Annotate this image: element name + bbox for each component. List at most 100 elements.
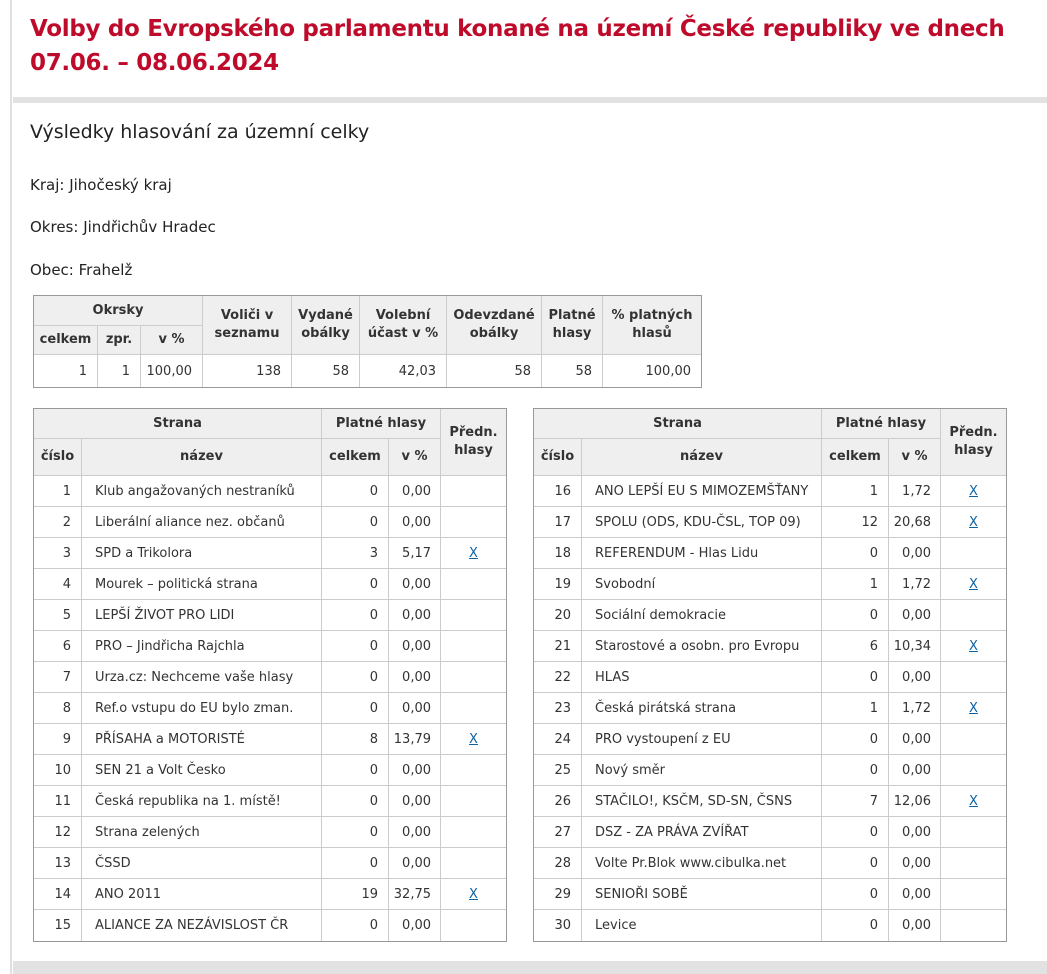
party-name: Ref.o vstupu do EU bylo zman.	[82, 693, 322, 724]
okrsky-celkem-value: 1	[34, 355, 98, 387]
pref-votes-cell: X	[941, 631, 1006, 662]
col-header-platne-hlasy: Platné hlasy	[322, 409, 441, 439]
party-name: Strana zelených	[82, 817, 322, 848]
party-votes-total: 0	[322, 848, 389, 879]
party-name: Česká republika na 1. místě!	[82, 786, 322, 817]
kraj-value: Jihočeský kraj	[69, 176, 172, 194]
pref-votes-cell: X	[941, 569, 1006, 600]
preferential-votes-link[interactable]: X	[969, 576, 978, 592]
party-votes-total: 0	[822, 879, 889, 910]
party-votes-pct: 5,17	[389, 538, 441, 569]
party-row: 19 Svobodní 1 1,72 X	[534, 569, 1006, 600]
preferential-votes-link[interactable]: X	[969, 793, 978, 809]
party-name: Mourek – politická strana	[82, 569, 322, 600]
party-number: 11	[34, 786, 82, 817]
party-name: SPD a Trikolora	[82, 538, 322, 569]
party-number: 17	[534, 507, 582, 538]
okrsky-vpct-value: 100,00	[141, 355, 203, 387]
col-header-strana: Strana	[534, 409, 822, 439]
pref-votes-cell: X	[441, 538, 506, 569]
party-votes-pct: 12,06	[889, 786, 941, 817]
party-name: ANO LEPŠÍ EU S MIMOZEMŠŤANY	[582, 476, 822, 507]
obec-label: Obec:	[30, 261, 74, 279]
preferential-votes-link[interactable]: X	[469, 545, 478, 561]
party-votes-total: 0	[322, 662, 389, 693]
party-votes-pct: 13,79	[389, 724, 441, 755]
party-row: 8 Ref.o vstupu do EU bylo zman. 0 0,00	[34, 693, 506, 724]
party-name: DSZ - ZA PRÁVA ZVÍŘAT	[582, 817, 822, 848]
pref-votes-cell	[941, 817, 1006, 848]
party-row: 9 PŘÍSAHA a MOTORISTÉ 8 13,79 X	[34, 724, 506, 755]
party-name: Česká pirátská strana	[582, 693, 822, 724]
party-votes-total: 0	[322, 817, 389, 848]
col-header-nazev: název	[582, 439, 822, 476]
party-name: Starostové a osobn. pro Evropu	[582, 631, 822, 662]
party-row: 15 ALIANCE ZA NEZÁVISLOST ČR 0 0,00	[34, 910, 506, 941]
party-row: 26 STAČILO!, KSČM, SD-SN, ČSNS 7 12,06 X	[534, 786, 1006, 817]
vydane-obalky-value: 58	[292, 355, 360, 387]
party-row: 17 SPOLU (ODS, KDU-ČSL, TOP 09) 12 20,68 X	[534, 507, 1006, 538]
party-number: 26	[534, 786, 582, 817]
pref-votes-cell	[441, 600, 506, 631]
section-title: Výsledky hlasování za územní celky	[30, 121, 370, 143]
party-number: 21	[534, 631, 582, 662]
pref-votes-cell: X	[441, 724, 506, 755]
party-row: 5 LEPŠÍ ŽIVOT PRO LIDI 0 0,00	[34, 600, 506, 631]
col-header-pct-platnych: % platných hlasů	[603, 296, 701, 355]
col-header-platne-hlasy: Platné hlasy	[822, 409, 941, 439]
party-number: 6	[34, 631, 82, 662]
party-number: 14	[34, 879, 82, 910]
party-votes-total: 7	[822, 786, 889, 817]
party-votes-pct: 0,00	[889, 600, 941, 631]
pct-platnych-value: 100,00	[603, 355, 701, 387]
okres-label: Okres:	[30, 218, 79, 236]
col-header-cislo: číslo	[534, 439, 582, 476]
party-votes-pct: 20,68	[889, 507, 941, 538]
party-votes-pct: 0,00	[889, 755, 941, 786]
party-name: HLAS	[582, 662, 822, 693]
party-votes-total: 0	[322, 755, 389, 786]
preferential-votes-link[interactable]: X	[969, 638, 978, 654]
preferential-votes-link[interactable]: X	[969, 514, 978, 530]
party-name: PRO – Jindřicha Rajchla	[82, 631, 322, 662]
col-header-volebni-ucast: Volební účast v %	[360, 296, 447, 355]
party-row: 10 SEN 21 a Volt Česko 0 0,00	[34, 755, 506, 786]
party-number: 9	[34, 724, 82, 755]
party-votes-total: 1	[822, 569, 889, 600]
party-votes-pct: 0,00	[889, 538, 941, 569]
party-name: Svobodní	[582, 569, 822, 600]
party-votes-pct: 0,00	[389, 631, 441, 662]
party-votes-pct: 0,00	[389, 786, 441, 817]
pref-votes-cell	[441, 569, 506, 600]
preferential-votes-link[interactable]: X	[969, 700, 978, 716]
party-votes-total: 0	[822, 600, 889, 631]
party-number: 19	[534, 569, 582, 600]
party-votes-pct: 0,00	[389, 817, 441, 848]
party-number: 29	[534, 879, 582, 910]
party-votes-pct: 0,00	[389, 662, 441, 693]
party-number: 12	[34, 817, 82, 848]
preferential-votes-link[interactable]: X	[469, 886, 478, 902]
okres-value: Jindřichův Hradec	[83, 218, 216, 236]
pref-votes-cell: X	[941, 476, 1006, 507]
party-row: 27 DSZ - ZA PRÁVA ZVÍŘAT 0 0,00	[534, 817, 1006, 848]
col-header-okrsky-zpr: zpr.	[98, 326, 141, 355]
preferential-votes-link[interactable]: X	[969, 483, 978, 499]
pref-votes-cell	[941, 910, 1006, 941]
party-votes-total: 19	[322, 879, 389, 910]
party-votes-pct: 0,00	[889, 910, 941, 941]
summary-table: Okrsky Voliči v seznamu Vydané obálky Vo…	[33, 295, 702, 388]
party-name: PŘÍSAHA a MOTORISTÉ	[82, 724, 322, 755]
party-row: 4 Mourek – politická strana 0 0,00	[34, 569, 506, 600]
preferential-votes-link[interactable]: X	[469, 731, 478, 747]
party-row: 21 Starostové a osobn. pro Evropu 6 10,34 X	[534, 631, 1006, 662]
party-number: 1	[34, 476, 82, 507]
party-votes-pct: 1,72	[889, 693, 941, 724]
pref-votes-cell	[441, 507, 506, 538]
party-votes-pct: 0,00	[889, 817, 941, 848]
party-number: 20	[534, 600, 582, 631]
volici-value: 138	[203, 355, 292, 387]
party-name: Levice	[582, 910, 822, 941]
col-header-nazev: název	[82, 439, 322, 476]
pref-votes-cell	[441, 786, 506, 817]
